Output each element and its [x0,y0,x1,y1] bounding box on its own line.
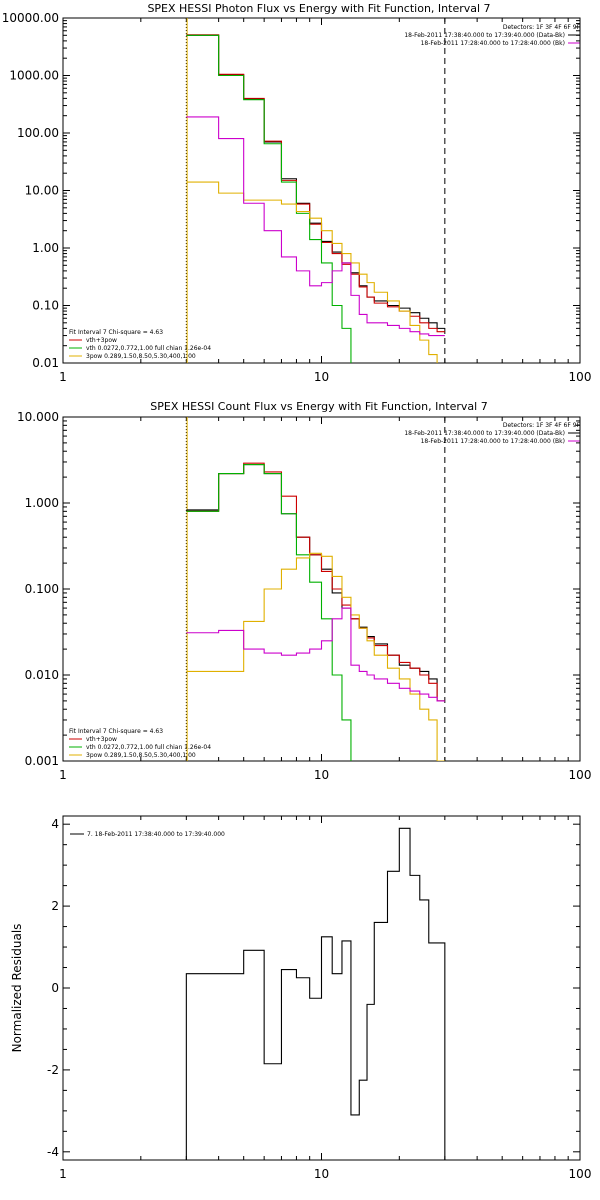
photon-flux-plot-frame [62,17,581,364]
count-flux-fit-line-3: vth 0.0272,0.772,1.00 full chian 1.26e-0… [86,744,211,751]
photon-flux-y-tick-label: 0.01 [32,356,59,370]
photon-flux-y-tick-label: 10.00 [25,184,59,198]
residuals-y-tick-label: 0 [51,981,59,995]
residuals-x-tick-label: 100 [569,1167,592,1181]
photon-flux-fit-line-1: Fit Interval 7 Chi-square = 4.63 [69,329,163,336]
photon-flux-header-line-2: 18-Feb-2011 17:38:40.000 to 17:39:40.000… [404,32,565,39]
photon-flux-x-tick-label: 1 [59,370,67,384]
photon-flux-y-tick-label: 10000.00 [2,11,59,25]
residuals-ylabel: Normalized Residuals [10,924,24,1053]
residuals-panel: Normalized Residuals 7. 18-Feb-2011 17:3… [10,815,592,1181]
count-flux-x-tick-label: 1 [59,768,67,782]
count-flux-series-3 [186,552,445,761]
residuals-x-tick-label: 10 [314,1167,329,1181]
photon-flux-y-tick-label: 1000.00 [9,69,59,83]
count-flux-fit-info: Fit Interval 7 Chi-square = 4.63 vth+3po… [69,728,211,759]
photon-flux-fit-info: Fit Interval 7 Chi-square = 4.63 vth+3po… [69,329,211,360]
residuals-legend: 7. 18-Feb-2011 17:38:40.000 to 17:39:40.… [70,831,225,838]
count-flux-header-line-2: 18-Feb-2011 17:38:40.000 to 17:39:40.000… [404,430,565,437]
residuals-y-tick-label: 4 [51,817,59,831]
count-flux-header: Detectors: 1F 3F 4F 6F 9F 18-Feb-2011 17… [404,422,580,445]
photon-flux-series-4 [186,116,445,337]
residuals-legend-text: 7. 18-Feb-2011 17:38:40.000 to 17:39:40.… [87,831,225,838]
count-flux-series-4 [186,607,445,702]
photon-flux-fit-line-2: vth+3pow [86,337,117,344]
residuals-y-tick-label: -2 [47,1063,59,1077]
count-flux-x-tick-label: 100 [569,768,592,782]
photon-flux-x-tick-label: 100 [569,370,592,384]
photon-flux-y-tick-label: 0.10 [32,299,59,313]
residuals-series-0 [185,827,446,1160]
photon-flux-series-0 [186,34,445,329]
photon-flux-panel: SPEX HESSI Photon Flux vs Energy with Fi… [2,2,592,384]
photon-flux-header-line-1: Detectors: 1F 3F 4F 6F 9F [503,24,581,31]
count-flux-fit-line-2: vth+3pow [86,736,117,743]
count-flux-header-line-3: 18-Feb-2011 17:28:40.000 to 17:28:40.000… [421,438,565,445]
count-flux-fit-line-4: 3pow 0.289,1.50,8.50,5.30,400,1.00 [86,752,196,759]
photon-flux-y-tick-label: 1.00 [32,241,59,255]
count-flux-panel: SPEX HESSI Count Flux vs Energy with Fit… [17,400,592,782]
photon-flux-fit-line-3: vth 0.0272,0.772,1.00 full chian 1.26e-0… [86,345,211,352]
photon-flux-series-3 [186,181,438,363]
photon-flux-header-line-3: 18-Feb-2011 17:28:40.000 to 17:28:40.000… [421,40,565,47]
photon-flux-fit-line-4: 3pow 0.289,1.50,8.50,5.30,400,1.00 [86,353,196,360]
count-flux-y-tick-label: 0.100 [25,582,59,596]
count-flux-x-tick-label: 10 [314,768,329,782]
residuals-y-tick-label: 2 [51,899,59,913]
count-flux-title: SPEX HESSI Count Flux vs Energy with Fit… [150,400,487,413]
photon-flux-title: SPEX HESSI Photon Flux vs Energy with Fi… [147,2,490,15]
count-flux-fit-line-1: Fit Interval 7 Chi-square = 4.63 [69,728,163,735]
photon-flux-series-2 [186,34,352,363]
count-flux-series-2 [186,463,352,761]
photon-flux-x-tick-label: 10 [314,370,329,384]
residuals-y-tick-label: -4 [47,1145,59,1159]
photon-flux-series-1 [186,34,445,333]
residuals-x-tick-label: 1 [59,1167,67,1181]
photon-flux-header: Detectors: 1F 3F 4F 6F 9F 18-Feb-2011 17… [404,24,580,47]
count-flux-y-tick-label: 10.000 [17,410,59,424]
count-flux-header-line-1: Detectors: 1F 3F 4F 6F 9F [503,422,581,429]
count-flux-y-tick-label: 1.000 [25,496,59,510]
photon-flux-y-tick-label: 100.00 [17,126,59,140]
count-flux-y-tick-label: 0.010 [25,668,59,682]
count-flux-y-tick-label: 0.001 [25,754,59,768]
